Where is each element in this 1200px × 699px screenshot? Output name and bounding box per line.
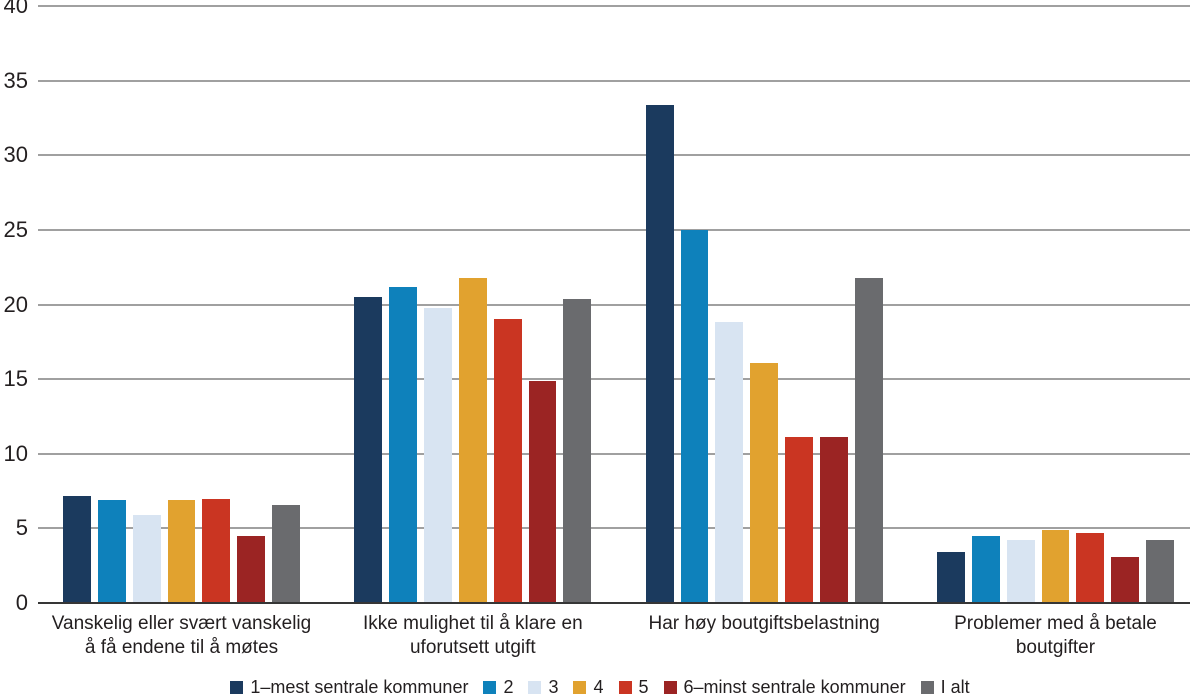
bar (528, 380, 557, 603)
legend-swatch-icon (920, 680, 934, 694)
y-tick-label: 5 (15, 515, 28, 541)
legend-label: 3 (548, 677, 559, 697)
legend-swatch-icon (483, 680, 497, 694)
bar (272, 504, 301, 603)
y-tick-label: 30 (3, 142, 28, 168)
legend-item: 5 (618, 676, 649, 698)
bar (1111, 556, 1140, 603)
bar (680, 229, 709, 603)
bar (785, 437, 813, 603)
legend-swatch-icon (573, 680, 587, 694)
bar (132, 514, 161, 603)
bar (354, 297, 383, 603)
legend-item: I alt (920, 676, 970, 698)
bar-group (645, 6, 883, 603)
bar-groups (38, 6, 1190, 603)
bar (202, 498, 231, 603)
bar (819, 437, 848, 603)
bar (424, 307, 452, 603)
gridline (38, 154, 1190, 157)
legend-item: 2 (483, 676, 513, 698)
y-tick-label: 0 (15, 590, 28, 615)
bar-group (63, 6, 301, 603)
y-tick-label: 40 (3, 0, 28, 18)
y-tick-label: 25 (3, 216, 28, 242)
legend-label: 1–mest sentrale kommuner (250, 677, 469, 697)
legend-label: 5 (638, 677, 649, 697)
legend-item: 1–mest sentrale kommuner (230, 676, 468, 698)
x-axis-line (38, 602, 1190, 604)
bar (389, 286, 418, 603)
y-tick-label: 15 (3, 366, 28, 392)
gridline (38, 452, 1190, 455)
bar (750, 362, 779, 603)
category-label: Har høy boutgiftsbelastning (648, 613, 880, 634)
gridline (38, 527, 1190, 530)
legend-swatch-icon (230, 680, 244, 694)
bar-group (936, 6, 1174, 603)
bar (971, 535, 1000, 603)
legend-label: 2 (503, 677, 514, 697)
gridline (38, 5, 1190, 7)
x-axis-labels: Vanskelig eller svært vanskelig å få end… (0, 612, 1200, 666)
gridline (38, 378, 1190, 381)
bar (97, 500, 126, 603)
bar (854, 277, 883, 603)
category-label: Problemer med å betale boutgifter (954, 613, 1157, 658)
gridline (38, 79, 1190, 82)
y-axis: 0 5 10 15 20 25 30 35 40 (0, 0, 28, 615)
y-tick-label: 35 (3, 67, 28, 93)
bar (458, 277, 487, 603)
category-label: Ikke mulighet til å klare en uforutsett … (362, 613, 583, 658)
y-tick-label: 10 (3, 440, 28, 466)
category-label: Vanskelig eller svært vanskelig å få end… (51, 613, 312, 658)
legend-swatch-icon (663, 680, 677, 694)
plot-area (38, 5, 1190, 604)
legend-item: 3 (528, 676, 558, 698)
legend-swatch-icon (528, 680, 542, 694)
legend-label: 4 (593, 677, 604, 697)
bar (63, 495, 91, 603)
legend-item: 6–minst sentrale kommuner (663, 676, 906, 698)
bar (1076, 532, 1105, 603)
bar (493, 319, 522, 603)
bar-group (354, 6, 592, 603)
bar (1006, 540, 1035, 603)
legend-item: 4 (573, 676, 604, 698)
gridline (38, 228, 1190, 231)
bar (645, 104, 674, 603)
legend: 1–mest sentrale kommuner 2 3 4 5 6–minst sent… (0, 676, 1200, 698)
bar (936, 552, 965, 603)
legend-label: 6–minst sentrale kommuner (683, 677, 906, 697)
bar (1041, 529, 1070, 603)
bar (715, 322, 744, 603)
legend-label: I alt (940, 677, 970, 697)
bar (167, 500, 196, 603)
gridline (38, 303, 1190, 306)
bar (563, 298, 592, 603)
bar (237, 535, 266, 603)
y-tick-label: 20 (3, 291, 28, 317)
bar (1146, 540, 1174, 603)
legend-swatch-icon (618, 680, 632, 694)
